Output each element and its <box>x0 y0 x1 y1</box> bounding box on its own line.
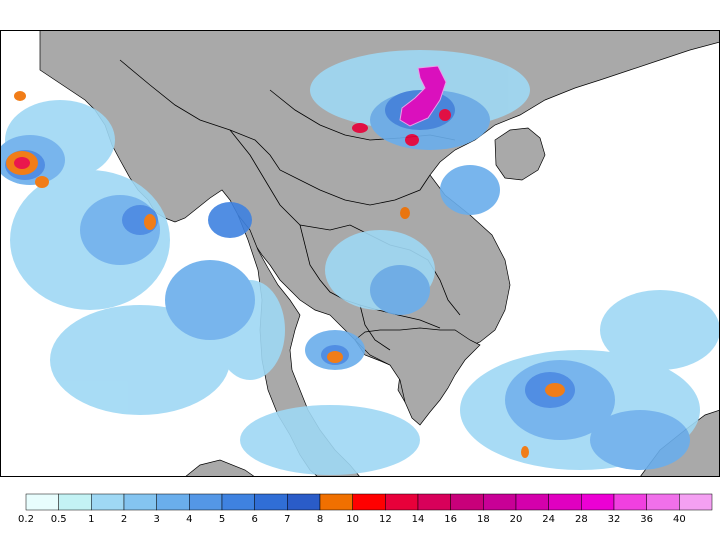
legend-swatch <box>91 493 125 511</box>
legend-labels: 0.2 0.5 1 2 3 4 5 6 7 8 10 12 14 16 18 20 24 28 32 36 40 <box>18 514 686 525</box>
legend-swatch <box>417 493 451 511</box>
land-cambodia-vietnam-south <box>354 327 481 426</box>
legend-swatch <box>58 493 92 511</box>
heavy-precip-core <box>399 65 447 127</box>
legend-tick-label: 4 <box>186 514 192 525</box>
legend-swatch <box>352 493 386 511</box>
legend-tick-label: 3 <box>153 514 159 525</box>
legend-tick-label: 0.2 <box>18 514 34 525</box>
precipitation-overlay <box>0 50 720 475</box>
legend-tick-label: 10 <box>346 514 359 525</box>
legend-swatch <box>515 493 549 511</box>
legend-swatch <box>581 493 615 511</box>
precipitation-legend: 0.2 0.5 1 2 3 4 5 6 7 8 10 12 14 16 18 20 24 28 32 36 40 <box>18 493 713 525</box>
legend-tick-label: 20 <box>510 514 523 525</box>
legend-swatch <box>613 493 647 511</box>
legend-swatches <box>25 493 713 511</box>
legend-swatch <box>679 493 713 511</box>
legend-tick-label: 6 <box>251 514 257 525</box>
legend-swatch <box>385 493 419 511</box>
legend-swatch <box>156 493 190 511</box>
precipitation-map <box>0 30 720 477</box>
legend-tick-label: 24 <box>542 514 555 525</box>
legend-swatch <box>548 493 582 511</box>
legend-swatch <box>25 493 59 511</box>
country-borders <box>119 59 461 351</box>
legend-tick-label: 36 <box>640 514 653 525</box>
land-sumatra <box>184 459 256 477</box>
legend-swatch <box>287 493 321 511</box>
legend-swatch <box>319 493 353 511</box>
legend-tick-label: 7 <box>284 514 290 525</box>
legend-swatch <box>450 493 484 511</box>
legend-swatch <box>254 493 288 511</box>
legend-tick-label: 1 <box>88 514 94 525</box>
legend-tick-label: 2 <box>121 514 127 525</box>
legend-tick-label: 18 <box>477 514 490 525</box>
legend-tick-label: 40 <box>673 514 686 525</box>
legend-tick-label: 14 <box>412 514 425 525</box>
legend-tick-label: 32 <box>608 514 621 525</box>
legend-tick-label: 0.5 <box>51 514 67 525</box>
legend-tick-label: 5 <box>219 514 225 525</box>
legend-swatch <box>483 493 517 511</box>
legend-tick-label: 8 <box>317 514 323 525</box>
legend-tick-label: 16 <box>444 514 457 525</box>
legend-swatch <box>189 493 223 511</box>
legend-swatch <box>221 493 255 511</box>
land-hainan <box>494 127 546 181</box>
legend-swatch <box>646 493 680 511</box>
legend-tick-label: 12 <box>379 514 392 525</box>
legend-tick-label: 28 <box>575 514 588 525</box>
legend-swatch <box>123 493 157 511</box>
